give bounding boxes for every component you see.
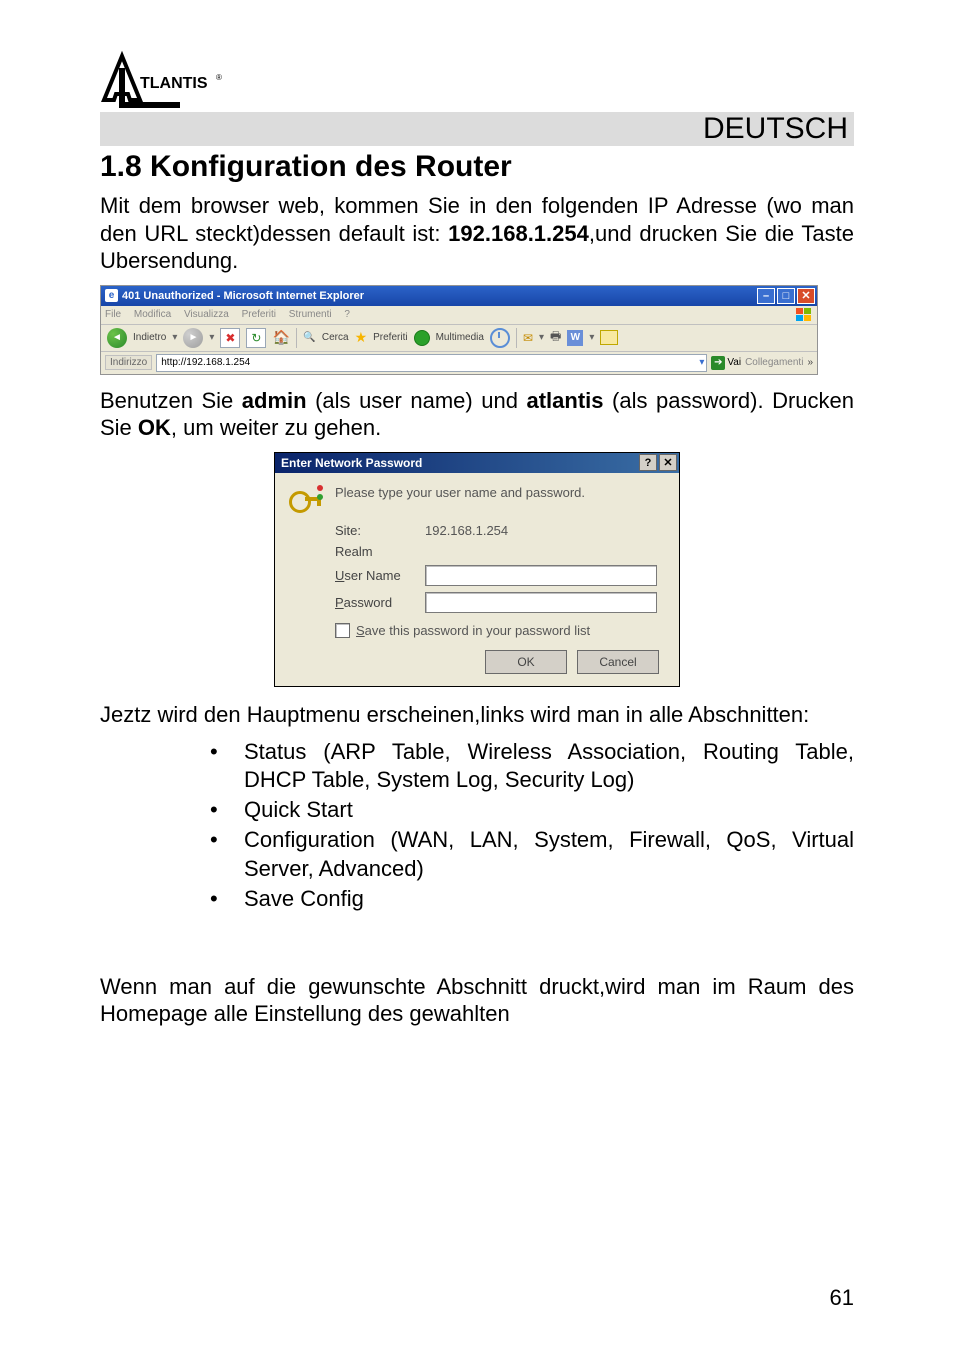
dialog-instruction: Please type your user name and password.: [335, 485, 585, 500]
final-paragraph: Wenn man auf die gewunschte Abschnitt dr…: [100, 973, 854, 1028]
back-button[interactable]: ◄: [107, 328, 127, 348]
dialog-help-button[interactable]: ?: [639, 454, 657, 471]
window-maximize-button[interactable]: □: [777, 288, 795, 304]
url-text: http://192.168.1.254: [161, 357, 250, 368]
home-button[interactable]: 🏠: [272, 329, 290, 347]
window-close-button[interactable]: ✕: [797, 288, 815, 304]
menu-visualizza[interactable]: Visualizza: [184, 309, 229, 320]
dialog-close-button[interactable]: ✕: [659, 454, 677, 471]
svg-text:®: ®: [216, 73, 222, 82]
browser-window-title: 401 Unauthorized - Microsoft Internet Ex…: [122, 290, 364, 302]
password-label: Password: [335, 595, 425, 610]
section-title: 1.8 Konfiguration des Router: [100, 150, 854, 184]
browser-toolbar: ◄ Indietro ▾ ► ▾ ✖ ↻ 🏠 🔍 Cerca ★ Preferi…: [101, 325, 817, 352]
language-bar: DEUTSCH: [100, 112, 854, 146]
favorites-label: Preferiti: [373, 332, 407, 343]
folder-icon[interactable]: [600, 330, 618, 345]
browser-title-bar: e 401 Unauthorized - Microsoft Internet …: [101, 286, 817, 306]
site-label: Site:: [335, 523, 425, 538]
menu-modifica[interactable]: Modifica: [134, 309, 171, 320]
forward-button[interactable]: ►: [183, 328, 203, 348]
intro-paragraph: Mit dem browser web, kommen Sie in den f…: [100, 192, 854, 275]
media-icon[interactable]: [414, 330, 430, 346]
menu-strumenti[interactable]: Strumenti: [289, 309, 332, 320]
page-number: 61: [830, 1285, 854, 1311]
windows-flag-icon: [795, 307, 813, 323]
password-input[interactable]: [425, 592, 657, 613]
go-arrow-icon: ➔: [711, 356, 725, 370]
browser-menu-bar: File Modifica Visualizza Preferiti Strum…: [101, 306, 817, 325]
history-icon[interactable]: [490, 328, 510, 348]
window-minimize-button[interactable]: –: [757, 288, 775, 304]
word-edit-icon[interactable]: W: [567, 330, 583, 346]
username-input[interactable]: [425, 565, 657, 586]
address-dropdown-icon[interactable]: ▾: [699, 357, 704, 368]
list-item: Quick Start: [210, 796, 854, 824]
search-label: Cerca: [322, 332, 349, 343]
search-icon[interactable]: 🔍: [303, 332, 315, 343]
list-item: Configuration (WAN, LAN, System, Firewal…: [210, 826, 854, 882]
print-icon[interactable]: 🖶: [550, 327, 561, 348]
links-chevron-icon[interactable]: »: [807, 357, 813, 368]
mail-icon[interactable]: ✉: [523, 331, 533, 345]
stop-button[interactable]: ✖: [220, 328, 240, 348]
credentials-paragraph: Benutzen Sie admin (als user name) und a…: [100, 387, 854, 442]
address-input[interactable]: http://192.168.1.254 ▾: [156, 354, 707, 372]
refresh-button[interactable]: ↻: [246, 328, 266, 348]
back-label: Indietro: [133, 332, 166, 343]
favorites-icon[interactable]: ★: [355, 329, 368, 346]
menu-list: Status (ARP Table, Wireless Association,…: [100, 738, 854, 913]
links-label[interactable]: Collegamenti: [745, 357, 803, 368]
svg-text:TLANTIS: TLANTIS: [140, 75, 208, 92]
menu-preferiti[interactable]: Preferiti: [242, 309, 276, 320]
list-item: Save Config: [210, 885, 854, 913]
save-password-label: Save this password in your password list: [356, 623, 590, 638]
dialog-title-text: Enter Network Password: [281, 456, 422, 470]
atlantis-logo: TLANTIS ® AND: [100, 50, 230, 110]
username-label: User Name: [335, 568, 425, 583]
save-password-checkbox[interactable]: [335, 623, 350, 638]
realm-label: Realm: [335, 544, 425, 559]
menu-intro-paragraph: Jeztz wird den Hauptmenu erscheinen,link…: [100, 701, 854, 729]
ok-button[interactable]: OK: [485, 650, 567, 674]
menu-file[interactable]: File: [105, 309, 121, 320]
browser-address-bar: Indirizzo http://192.168.1.254 ▾ ➔ Vai C…: [101, 352, 817, 374]
cancel-button[interactable]: Cancel: [577, 650, 659, 674]
svg-text:AND: AND: [144, 95, 162, 104]
browser-window: e 401 Unauthorized - Microsoft Internet …: [100, 285, 818, 375]
ie-icon: e: [105, 289, 118, 302]
go-button[interactable]: ➔ Vai: [711, 356, 741, 370]
key-icon: [289, 485, 323, 515]
list-item: Status (ARP Table, Wireless Association,…: [210, 738, 854, 794]
password-dialog: Enter Network Password ? ✕ Please type y…: [274, 452, 680, 687]
site-value: 192.168.1.254: [425, 523, 508, 538]
address-label: Indirizzo: [105, 355, 152, 370]
menu-help[interactable]: ?: [344, 309, 350, 320]
dialog-title-bar: Enter Network Password ? ✕: [275, 453, 679, 473]
media-label: Multimedia: [436, 332, 484, 343]
